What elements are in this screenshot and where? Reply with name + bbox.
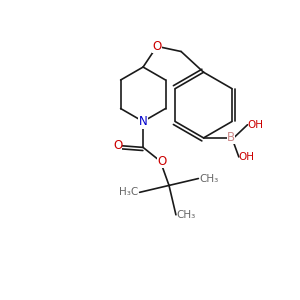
Text: CH₃: CH₃ xyxy=(199,173,218,184)
Text: OH: OH xyxy=(247,120,263,130)
Text: O: O xyxy=(113,139,122,152)
Text: OH: OH xyxy=(238,152,254,162)
Text: B: B xyxy=(227,131,235,144)
Text: O: O xyxy=(158,155,167,168)
Text: H₃C: H₃C xyxy=(119,187,138,197)
Text: CH₃: CH₃ xyxy=(177,210,196,220)
Text: O: O xyxy=(152,40,161,53)
Text: N: N xyxy=(139,115,148,128)
